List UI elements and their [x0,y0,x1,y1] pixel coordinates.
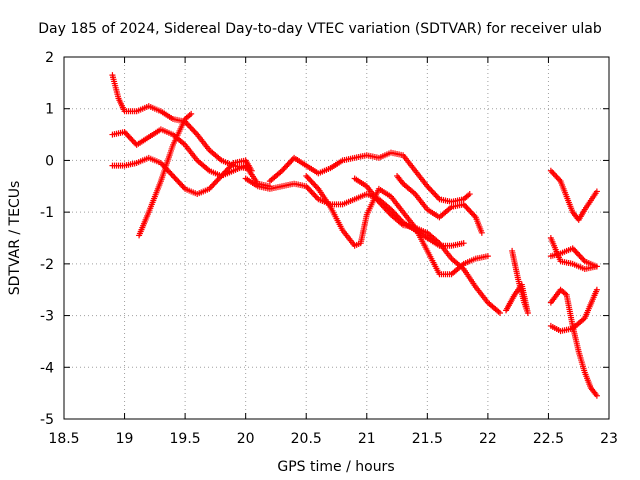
data-point [593,188,600,195]
series-sat-a [109,154,255,198]
series-sat-i [394,172,485,236]
axis-ticks [63,56,610,420]
data-point [497,309,503,316]
x-tick-label: 22 [479,431,497,447]
y-tick-label: 0 [45,153,54,169]
data-point [478,229,485,236]
x-tick-label: 21.5 [412,431,443,447]
y-tick-label: -3 [40,309,54,325]
x-axis-label: GPS time / hours [277,459,394,475]
x-tick-labels: 18.5 19 19.5 20 20.5 21 21.5 22 22.5 23 [48,431,618,447]
data-point [549,169,556,176]
x-tick-label: 20.5 [291,431,322,447]
grid-lines [64,57,609,419]
plot-frame [63,56,610,420]
y-tick-label: -5 [40,412,54,428]
series-sat-o [547,286,600,335]
y-tick-label: -2 [40,257,54,273]
data-point [554,175,561,182]
data-point [460,240,467,247]
x-tick-label: 21 [358,431,376,447]
series-sat-j [503,247,531,316]
y-tick-label: 2 [45,50,54,66]
x-tick-label: 19 [116,431,134,447]
data-point [466,191,473,198]
data-point [550,170,557,177]
data-point [593,392,600,399]
x-tick-label: 22.5 [533,431,564,447]
data-point [503,307,510,314]
y-tick-label: -4 [40,360,54,376]
series-sat-g [303,172,491,278]
series-sat-c [109,72,249,172]
chart-title: Day 185 of 2024, Sidereal Day-to-day VTE… [38,21,602,37]
x-tick-label: 20 [237,431,255,447]
data-point [552,172,559,179]
series-sat-f [266,149,473,205]
y-tick-label: -1 [40,205,54,221]
series-sat-m [547,235,600,273]
x-tick-label: 19.5 [170,431,201,447]
data-point [553,173,560,180]
series-sat-k [547,167,600,223]
data-point [593,263,600,270]
x-tick-label: 23 [600,431,618,447]
data-points [109,72,600,399]
x-tick-label: 18.5 [48,431,79,447]
series-sat-d [136,110,195,239]
series-sat-n [547,286,600,399]
data-point [188,110,195,117]
data-point [484,253,491,260]
data-point [242,165,249,172]
y-tick-labels: -5 -4 -3 -2 -1 0 1 2 [40,50,54,428]
y-axis-label: SDTVAR / TECUs [7,181,23,296]
data-point [547,167,554,174]
y-tick-label: 1 [45,102,54,118]
data-point [593,286,600,293]
series-sat-h [351,175,503,316]
